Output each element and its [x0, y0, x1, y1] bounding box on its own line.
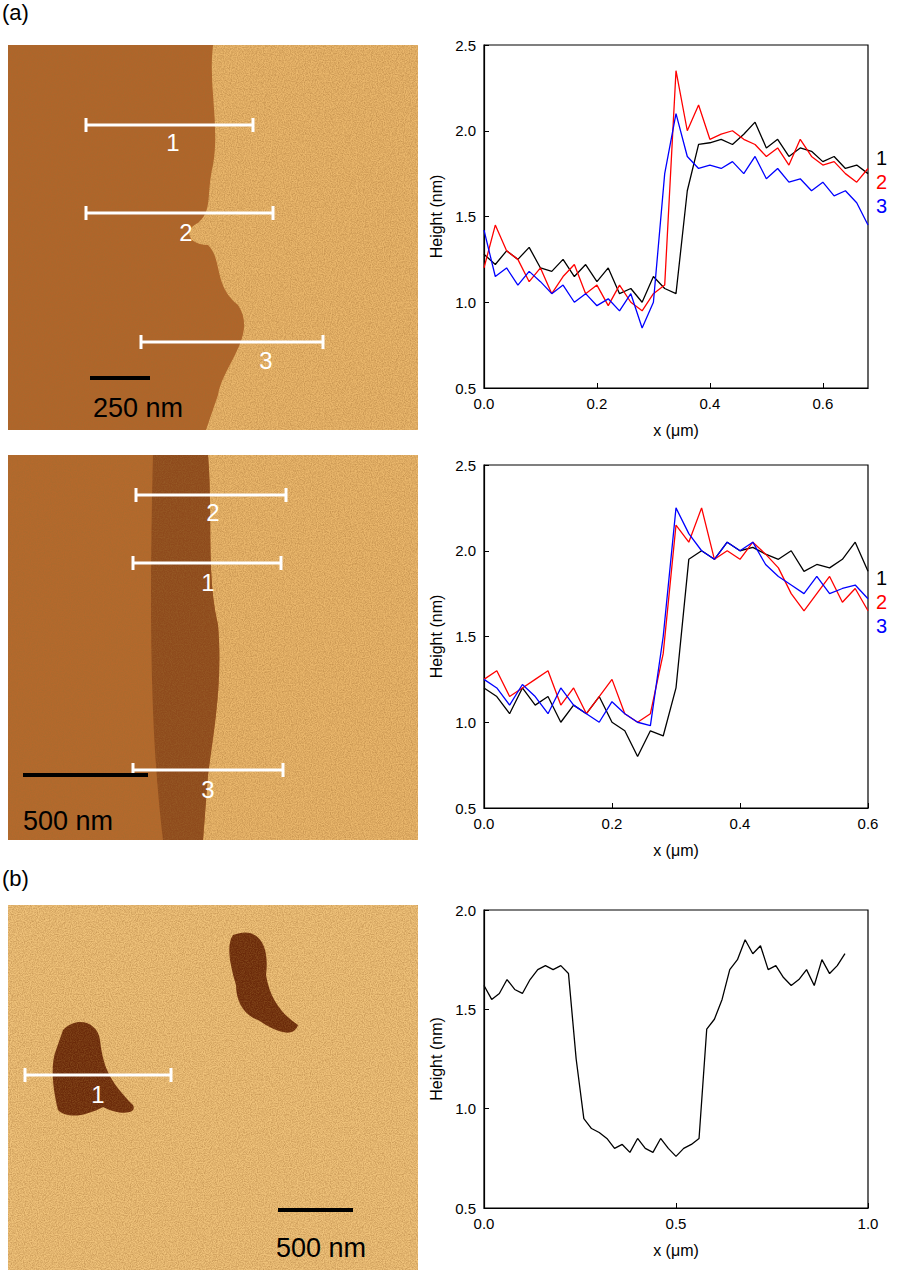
svg-text:0.6: 0.6 — [858, 815, 879, 832]
svg-text:3: 3 — [876, 195, 887, 217]
svg-text:2.0: 2.0 — [455, 122, 476, 139]
svg-text:0.5: 0.5 — [455, 1200, 476, 1217]
svg-text:500 nm: 500 nm — [276, 1233, 366, 1263]
svg-text:0.0: 0.0 — [474, 395, 495, 412]
svg-text:1.5: 1.5 — [455, 628, 476, 645]
svg-text:2: 2 — [876, 591, 887, 613]
svg-text:0.5: 0.5 — [455, 380, 476, 397]
svg-text:x (μm): x (μm) — [653, 842, 699, 859]
svg-text:0.5: 0.5 — [455, 800, 476, 817]
svg-text:Height (nm): Height (nm) — [428, 595, 445, 679]
svg-text:3: 3 — [876, 615, 887, 637]
svg-text:2: 2 — [206, 499, 219, 526]
svg-text:2.5: 2.5 — [455, 457, 476, 474]
svg-text:250 nm: 250 nm — [93, 393, 183, 423]
svg-text:1: 1 — [876, 567, 887, 589]
svg-text:1.5: 1.5 — [455, 1001, 476, 1018]
svg-text:1.0: 1.0 — [455, 714, 476, 731]
svg-text:1: 1 — [166, 129, 179, 156]
svg-text:2.0: 2.0 — [455, 902, 476, 919]
html-text:(b): (b) — [2, 866, 29, 891]
svg-text:2.5: 2.5 — [455, 37, 476, 54]
html-text:(a): (a) — [2, 0, 29, 25]
svg-text:1.5: 1.5 — [455, 208, 476, 225]
svg-text:0.0: 0.0 — [474, 815, 495, 832]
svg-text:1.0: 1.0 — [455, 294, 476, 311]
svg-text:0.6: 0.6 — [812, 395, 833, 412]
svg-text:0.4: 0.4 — [699, 395, 720, 412]
svg-text:1: 1 — [201, 569, 214, 596]
svg-text:1.0: 1.0 — [858, 1215, 879, 1232]
svg-text:Height (nm): Height (nm) — [428, 175, 445, 259]
svg-text:x (μm): x (μm) — [653, 422, 699, 439]
svg-text:Height (nm): Height (nm) — [428, 1017, 445, 1101]
svg-text:1: 1 — [91, 1081, 104, 1108]
svg-text:0.0: 0.0 — [474, 1215, 495, 1232]
svg-text:2: 2 — [179, 219, 192, 246]
svg-text:0.2: 0.2 — [587, 395, 608, 412]
svg-text:0.5: 0.5 — [666, 1215, 687, 1232]
svg-text:1.0: 1.0 — [455, 1100, 476, 1117]
svg-text:0.4: 0.4 — [730, 815, 751, 832]
svg-text:2: 2 — [876, 171, 887, 193]
svg-text:x (μm): x (μm) — [653, 1242, 699, 1259]
svg-text:2.0: 2.0 — [455, 542, 476, 559]
svg-text:3: 3 — [201, 776, 214, 803]
svg-text:0.2: 0.2 — [602, 815, 623, 832]
svg-text:3: 3 — [259, 347, 272, 374]
svg-text:1: 1 — [876, 147, 887, 169]
svg-text:500 nm: 500 nm — [23, 806, 113, 836]
